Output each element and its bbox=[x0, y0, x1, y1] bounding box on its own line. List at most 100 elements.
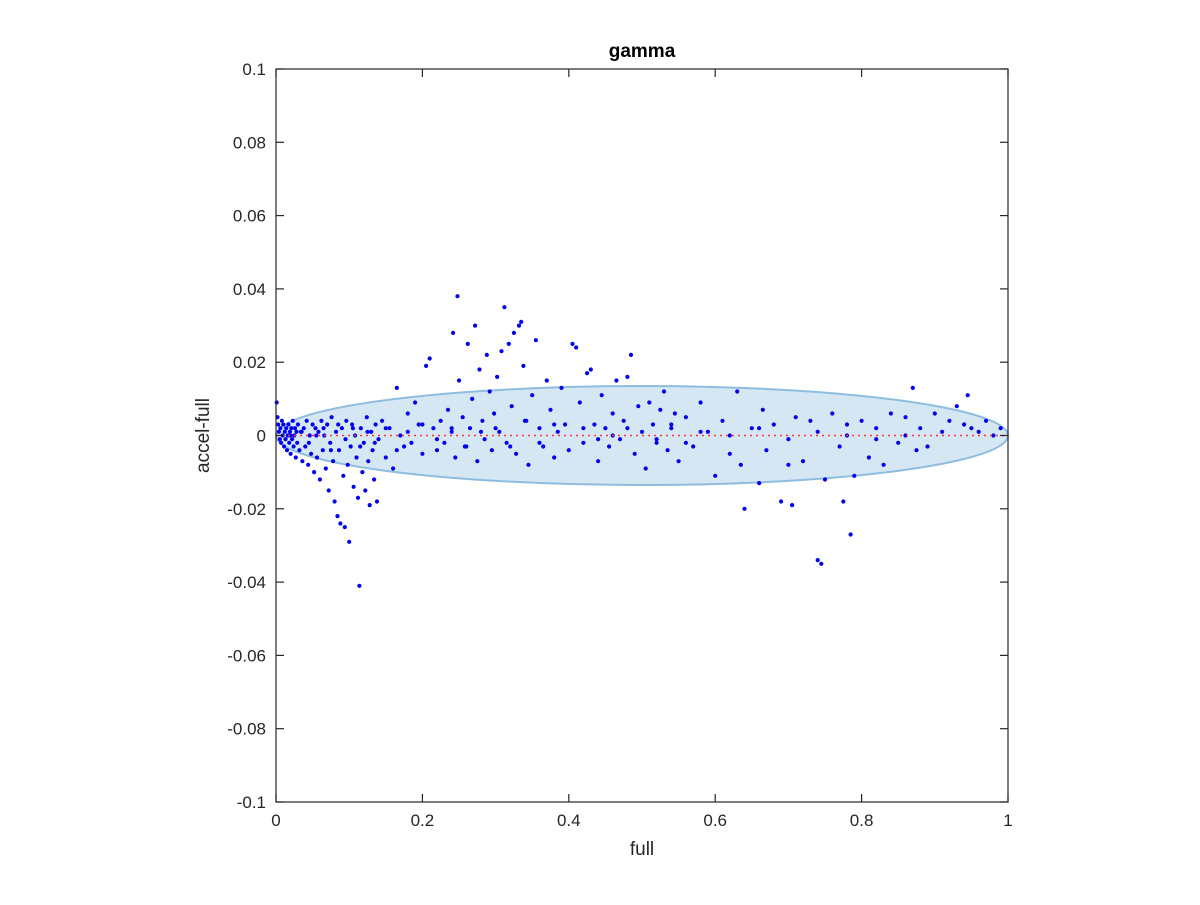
data-point bbox=[274, 400, 279, 405]
data-point bbox=[383, 426, 388, 431]
data-point bbox=[453, 455, 458, 460]
data-point bbox=[427, 356, 432, 361]
x-tick-label: 0.6 bbox=[703, 811, 727, 830]
data-point bbox=[350, 422, 355, 427]
x-tick-label: 0.4 bbox=[557, 811, 581, 830]
data-point bbox=[288, 451, 293, 456]
data-point bbox=[764, 448, 769, 453]
data-point bbox=[504, 440, 509, 445]
data-point bbox=[499, 349, 504, 354]
data-point bbox=[325, 422, 330, 427]
data-point bbox=[449, 429, 454, 434]
data-point bbox=[566, 448, 571, 453]
y-tick-label: -0.02 bbox=[227, 500, 266, 519]
data-point bbox=[713, 473, 718, 478]
data-point bbox=[434, 437, 440, 442]
data-point bbox=[896, 440, 901, 445]
data-point bbox=[284, 426, 289, 431]
data-point bbox=[808, 418, 813, 423]
y-tick-label: 0 bbox=[257, 427, 266, 446]
data-point bbox=[800, 459, 806, 464]
data-point bbox=[451, 330, 456, 335]
data-point bbox=[727, 451, 732, 456]
data-point bbox=[341, 473, 346, 478]
data-point bbox=[281, 422, 286, 427]
data-point bbox=[521, 363, 526, 368]
data-point bbox=[918, 426, 923, 431]
data-point bbox=[790, 503, 795, 508]
data-point bbox=[387, 426, 392, 431]
data-point bbox=[460, 415, 465, 420]
data-point bbox=[475, 459, 480, 464]
data-point bbox=[841, 499, 846, 504]
data-point bbox=[537, 426, 542, 431]
data-point bbox=[345, 462, 350, 467]
data-point bbox=[348, 444, 353, 449]
data-point bbox=[574, 345, 579, 350]
data-point bbox=[910, 385, 915, 390]
data-point bbox=[287, 429, 292, 434]
x-tick-label: 0.8 bbox=[850, 811, 874, 830]
data-point bbox=[848, 532, 853, 537]
data-point bbox=[749, 426, 754, 431]
data-point bbox=[373, 422, 378, 427]
data-point bbox=[998, 426, 1003, 431]
data-point bbox=[297, 448, 302, 453]
data-point bbox=[314, 455, 320, 460]
data-point bbox=[304, 418, 309, 423]
y-tick-label: 0.02 bbox=[233, 353, 266, 372]
data-point bbox=[376, 437, 381, 442]
data-point bbox=[326, 488, 331, 493]
data-point bbox=[331, 459, 336, 464]
data-point bbox=[509, 404, 514, 409]
data-point bbox=[339, 426, 344, 431]
data-point bbox=[771, 422, 776, 427]
data-point bbox=[837, 444, 842, 449]
data-point bbox=[881, 462, 886, 467]
data-point bbox=[279, 418, 284, 423]
data-point bbox=[614, 378, 619, 383]
data-point bbox=[295, 422, 301, 427]
data-point bbox=[570, 341, 575, 346]
data-point bbox=[278, 426, 283, 431]
data-point bbox=[493, 426, 498, 431]
data-point bbox=[676, 459, 681, 464]
data-point bbox=[342, 525, 347, 530]
data-point bbox=[319, 418, 324, 423]
data-point bbox=[625, 374, 630, 379]
data-point bbox=[757, 426, 762, 431]
data-point bbox=[283, 437, 288, 442]
data-point bbox=[409, 440, 414, 445]
data-point bbox=[321, 426, 326, 431]
data-point bbox=[636, 404, 641, 409]
data-point bbox=[705, 429, 711, 434]
data-point bbox=[559, 385, 564, 390]
data-point bbox=[502, 305, 507, 310]
data-point bbox=[506, 341, 511, 346]
data-point bbox=[672, 411, 678, 416]
y-axis-label: accel-full bbox=[193, 398, 214, 473]
data-point bbox=[603, 426, 608, 431]
data-point bbox=[874, 437, 879, 442]
data-point bbox=[669, 426, 674, 431]
data-point bbox=[639, 429, 645, 434]
data-point bbox=[380, 418, 385, 423]
data-point bbox=[617, 437, 623, 442]
x-tick-label: 0 bbox=[271, 811, 280, 830]
x-tick-label: 1 bbox=[1003, 811, 1012, 830]
data-point bbox=[654, 437, 659, 442]
data-point bbox=[727, 433, 732, 438]
data-point bbox=[552, 455, 557, 460]
data-point bbox=[290, 437, 295, 442]
data-point bbox=[983, 418, 989, 423]
data-point bbox=[310, 422, 315, 427]
data-point bbox=[585, 371, 590, 376]
data-point bbox=[819, 561, 824, 566]
data-point bbox=[449, 426, 454, 431]
data-point bbox=[665, 448, 670, 453]
data-point bbox=[822, 477, 828, 482]
data-point bbox=[314, 433, 319, 438]
data-point bbox=[830, 411, 835, 416]
data-point bbox=[335, 514, 340, 519]
data-point bbox=[661, 389, 667, 394]
